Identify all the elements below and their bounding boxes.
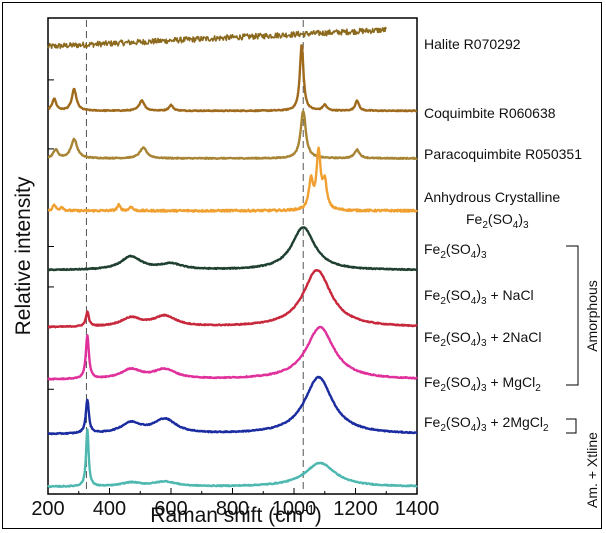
x-axis-title-sup: -1 xyxy=(303,502,315,517)
bracket-am-xtline xyxy=(566,418,577,434)
label-mgcl2: Fe2(SO4)3 + MgCl2 xyxy=(424,374,541,394)
group-label-amorphous: Amorphous xyxy=(584,280,600,352)
label-coquimbite: Coquimbite R060638 xyxy=(424,105,556,121)
x-tick-label: 600 xyxy=(154,498,187,520)
spectra xyxy=(47,26,418,489)
x-axis-title: Raman shift (cm-1) xyxy=(150,502,321,527)
x-tick-label: 1400 xyxy=(395,498,440,520)
spectrum-mgcl2 xyxy=(47,375,418,436)
x-tick-label: 800 xyxy=(216,498,249,520)
x-axis-title-close: ) xyxy=(315,504,322,527)
spectrum-paracoquimbite xyxy=(47,109,418,161)
spectrum-coquimbite xyxy=(47,44,418,113)
x-tick-label: 200 xyxy=(31,498,64,520)
spectrum-fe2so43 xyxy=(47,226,418,272)
label-anhydrous-line2: Fe2(SO4)3 xyxy=(466,211,529,231)
label-anhydrous-line1: Anhydrous Crystalline xyxy=(424,189,560,205)
label-2nacl: Fe2(SO4)3 + 2NaCl xyxy=(424,329,541,349)
label-halite: Halite R070292 xyxy=(424,36,521,52)
group-label-am-xtline: Am. + Xtline xyxy=(584,432,600,508)
spectrum-anhydrous xyxy=(47,146,418,213)
spectrum-2nacl xyxy=(47,325,418,381)
label-anhydrous: Anhydrous Crystalline Fe2(SO4)3 xyxy=(424,189,564,231)
reference-lines xyxy=(85,20,304,494)
x-axis-ticks: 200 400 600 800 1000 1200 1400 xyxy=(31,488,439,520)
y-axis-title: Relative intensity xyxy=(12,176,35,335)
figure-frame xyxy=(2,2,602,529)
label-2mgcl2: Fe2(SO4)3 + 2MgCl2 xyxy=(424,414,549,434)
bracket-amorphous xyxy=(566,245,579,386)
spectrum-halite xyxy=(47,26,388,50)
left-axis-ticks xyxy=(48,79,54,390)
x-tick-label: 1200 xyxy=(333,498,378,520)
x-tick-label: 400 xyxy=(93,498,126,520)
label-paracoquimbite: Paracoquimbite R050351 xyxy=(424,146,582,162)
label-fe2so43: Fe2(SO4)3 xyxy=(424,241,487,261)
x-tick-label: 1000 xyxy=(272,498,317,520)
spectrum-nacl xyxy=(47,268,418,329)
plot-area xyxy=(47,17,418,495)
spectrum-2mgcl2 xyxy=(47,428,418,489)
label-nacl: Fe2(SO4)3 + NaCl xyxy=(424,287,534,307)
x-axis-title-main: Raman shift (cm xyxy=(150,504,303,527)
